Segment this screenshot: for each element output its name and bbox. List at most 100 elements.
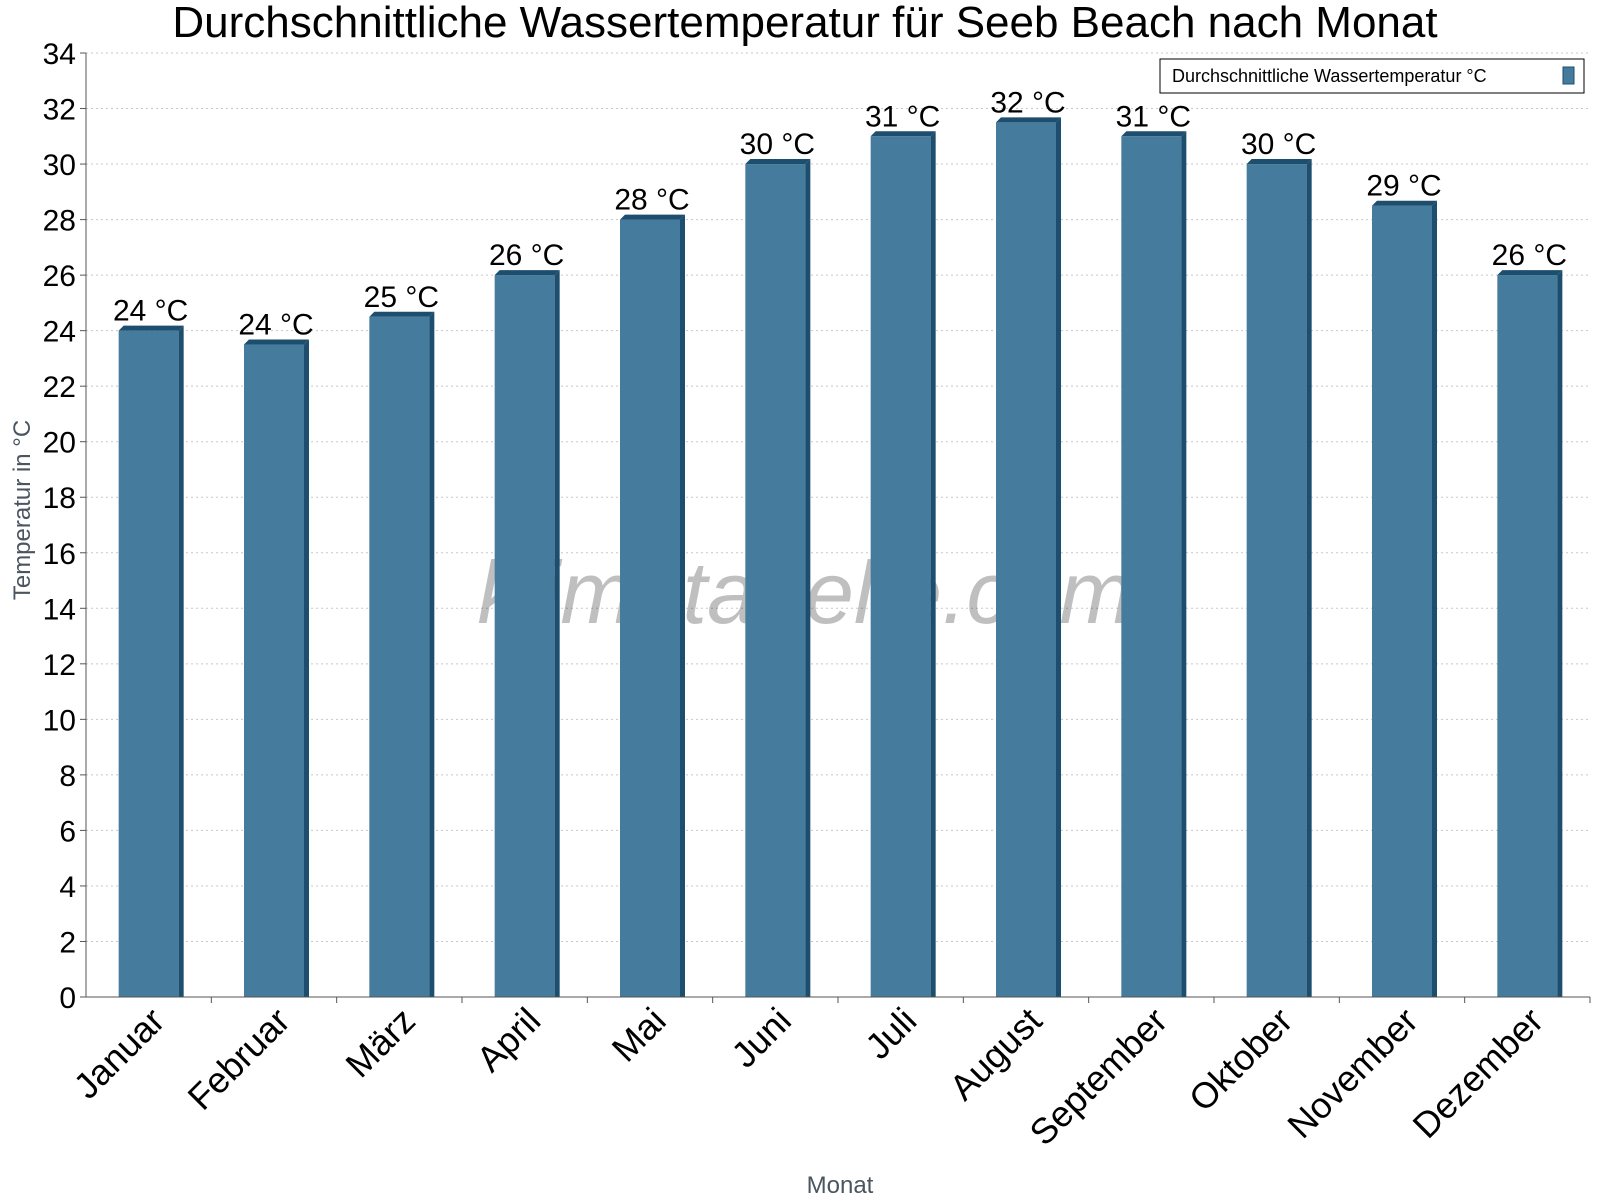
bar [244,339,309,997]
x-tick-label: April [468,1000,548,1080]
y-tick-label: 18 [43,482,76,515]
bar-top [118,325,184,331]
x-tick-labels: Januar Februar März April Mai Juni Juli AugustS… [65,1000,1551,1154]
bar-top [369,311,435,317]
bar-top [620,214,685,220]
data-label: 29 °C [1366,170,1441,203]
y-tick-label: 2 [59,926,76,959]
bar-face [118,330,179,997]
y-tick-label: 20 [43,427,76,460]
legend: Durchschnittliche Wassertemperatur °C [1159,58,1585,94]
x-tick-label: Februar [180,1000,298,1118]
y-tick-label: 30 [43,149,76,182]
bar-face [620,219,680,997]
bar-face [494,275,555,997]
data-label: 26 °C [1492,239,1567,272]
bar-side [680,214,685,997]
bar [620,214,685,997]
bar-side [304,339,309,997]
data-labels: 24 °C 24 °C 25 °C 26 °C 28 °C 30 °C 31 °C 32 °C… [113,86,1567,341]
x-axis-title: Monat [807,1172,874,1199]
bar-face [745,164,806,997]
bar-side [1557,270,1563,997]
bar-face [369,316,430,997]
legend-label: Durchschnittliche Wassertemperatur °C [1172,66,1487,86]
y-tick-label: 8 [59,760,76,793]
bar-face [1497,275,1558,997]
bar-side [429,311,435,997]
data-label: 26 °C [489,239,564,272]
bar [369,311,435,997]
y-tick-label: 32 [43,94,76,127]
bar-side [805,159,811,997]
legend-box [1159,58,1585,94]
y-tick-label: 6 [59,815,76,848]
bar-face [996,122,1056,998]
data-label: 30 °C [740,128,815,161]
bar-top [494,270,560,276]
bar-face [870,136,931,997]
bar-side [1181,131,1187,997]
bar [494,270,560,997]
y-tick-label: 12 [43,649,76,682]
x-tick-label: Januar [65,1000,172,1107]
bar [1246,159,1312,997]
bar-top [1246,159,1312,165]
x-tick-label: März [337,1000,423,1086]
bar-top [1372,200,1437,206]
bar-side [1432,200,1437,998]
bar-top [1121,131,1187,137]
bar [996,117,1061,998]
x-tick-label: September [1021,1000,1175,1154]
bar [1497,270,1563,997]
x-tick-label: Dezember [1405,1000,1551,1146]
y-tick-label: 24 [43,316,76,349]
y-tick-label: 22 [43,371,76,404]
bar-side [930,131,936,997]
y-tick-label: 26 [43,260,76,293]
axes [80,52,1591,1003]
data-label: 28 °C [614,184,689,217]
data-label: 25 °C [364,281,439,314]
x-tick-label: November [1279,1000,1425,1146]
bar [745,159,811,997]
y-tick-label: 14 [43,593,76,626]
y-tick-label: 34 [43,38,76,71]
gridlines [86,52,1590,942]
bar-face [244,344,304,997]
bar-top [1497,270,1563,276]
bar [1372,200,1437,998]
data-label: 31 °C [865,100,940,133]
bar-top [996,117,1061,123]
bar-side [178,325,184,997]
y-tick-label: 0 [59,982,76,1015]
bar [870,131,936,997]
x-tick-label: Juli [857,1000,924,1067]
bar-face [1121,136,1182,997]
bar [118,325,184,997]
legend-swatch [1562,66,1575,85]
x-tick-label: August [941,1000,1049,1108]
x-tick-label: Mai [604,1000,674,1070]
y-axis-title: Temperatur in °C [9,420,36,600]
bars [118,117,1563,998]
y-tick-label: 4 [59,871,76,904]
chart-title: Durchschnittliche Wassertemperatur für S… [172,0,1437,47]
data-label: 32 °C [990,86,1065,119]
bar-top [870,131,936,137]
data-label: 24 °C [238,309,313,342]
bar-side [1056,117,1061,998]
bar-face [1246,164,1307,997]
bar [1121,131,1187,997]
x-tick-label: Oktober [1181,1000,1301,1120]
y-tick-label: 16 [43,538,76,571]
bar-side [1306,159,1312,997]
bar-face [1372,205,1432,998]
bar-top [244,339,309,345]
bar-side [554,270,560,997]
y-tick-label: 10 [43,704,76,737]
data-label: 30 °C [1241,128,1316,161]
data-label: 31 °C [1116,100,1191,133]
